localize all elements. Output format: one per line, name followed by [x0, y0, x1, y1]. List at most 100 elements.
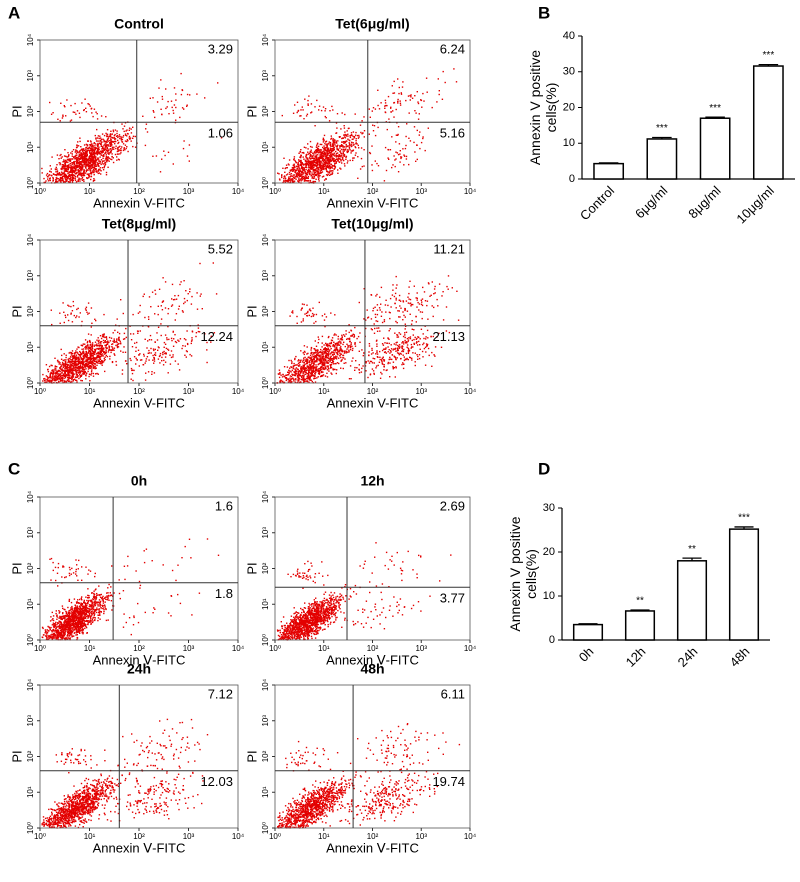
event-dot: [184, 298, 185, 299]
event-dot: [63, 364, 64, 365]
event-dot: [348, 346, 349, 347]
event-dot: [126, 363, 127, 364]
event-dot: [132, 380, 133, 381]
event-dot: [341, 149, 342, 150]
event-dot: [107, 136, 108, 137]
event-dot: [315, 168, 316, 169]
event-dot: [57, 170, 58, 171]
event-dot: [334, 139, 335, 140]
event-dot: [317, 358, 318, 359]
event-dot: [392, 110, 393, 111]
event-dot: [290, 375, 291, 376]
event-dot: [90, 354, 91, 355]
event-dot: [326, 150, 327, 151]
event-dot: [335, 343, 336, 344]
event-dot: [456, 81, 457, 82]
event-dot: [82, 371, 83, 372]
event-dot: [84, 155, 85, 156]
event-dot: [50, 380, 51, 381]
event-dot: [314, 162, 315, 163]
event-dot: [354, 342, 355, 343]
event-dot: [65, 115, 66, 116]
event-dot: [328, 370, 329, 371]
event-dot: [341, 339, 342, 340]
event-dot: [334, 350, 335, 351]
event-dot: [298, 167, 299, 168]
y-tick-label: 10²: [26, 305, 35, 317]
event-dot: [122, 352, 123, 353]
event-dot: [67, 169, 68, 170]
event-dot: [321, 169, 322, 170]
event-dot: [443, 71, 444, 72]
event-dot: [347, 160, 348, 161]
event-dot: [348, 350, 349, 351]
event-dot: [89, 167, 90, 168]
event-dot: [82, 158, 83, 159]
event-dot: [115, 345, 116, 346]
event-dot: [104, 371, 105, 372]
event-dot: [328, 358, 329, 359]
event-dot: [71, 354, 72, 355]
event-dot: [302, 368, 303, 369]
event-dot: [298, 170, 299, 171]
event-dot: [189, 288, 190, 289]
event-dot: [88, 302, 89, 303]
event-dot: [73, 178, 74, 179]
event-dot: [82, 369, 83, 370]
event-dot: [97, 113, 98, 114]
event-dot: [110, 158, 111, 159]
event-dot: [286, 380, 287, 381]
event-dot: [111, 144, 112, 145]
event-dot: [79, 167, 80, 168]
event-dot: [349, 148, 350, 149]
event-dot: [317, 154, 318, 155]
event-dot: [94, 364, 95, 365]
event-dot: [171, 298, 172, 299]
event-dot: [71, 119, 72, 120]
event-dot: [91, 373, 92, 374]
event-dot: [123, 135, 124, 136]
event-dot: [64, 166, 65, 167]
event-dot: [80, 166, 81, 167]
event-dot: [105, 346, 106, 347]
event-dot: [323, 138, 324, 139]
event-dot: [173, 331, 174, 332]
event-dot: [76, 315, 77, 316]
y-tick-label: 10⁴: [261, 33, 270, 46]
event-dot: [88, 357, 89, 358]
event-dot: [329, 361, 330, 362]
event-dot: [108, 342, 109, 343]
event-dot: [92, 149, 93, 150]
event-dot: [410, 99, 411, 100]
event-dot: [80, 146, 81, 147]
event-dot: [122, 373, 123, 374]
event-dot: [384, 108, 385, 109]
event-dot: [158, 346, 159, 347]
event-dot: [298, 171, 299, 172]
event-dot: [337, 113, 338, 114]
event-dot: [145, 339, 146, 340]
event-dot: [78, 368, 79, 369]
event-dot: [67, 364, 68, 365]
event-dot: [94, 145, 95, 146]
event-dot: [376, 328, 377, 329]
event-dot: [281, 177, 282, 178]
event-dot: [308, 357, 309, 358]
event-dot: [80, 365, 81, 366]
event-dot: [299, 360, 300, 361]
event-dot: [64, 169, 65, 170]
event-dot: [124, 149, 125, 150]
event-dot: [344, 114, 345, 115]
event-dot: [314, 125, 315, 126]
event-dot: [123, 313, 124, 314]
event-dot: [96, 340, 97, 341]
event-dot: [305, 164, 306, 165]
panel-label: B: [538, 3, 550, 22]
event-dot: [295, 375, 296, 376]
event-dot: [316, 145, 317, 146]
event-dot: [335, 363, 336, 364]
y-tick-label: 10²: [261, 105, 270, 117]
event-dot: [77, 181, 78, 182]
event-dot: [84, 357, 85, 358]
event-dot: [298, 153, 299, 154]
